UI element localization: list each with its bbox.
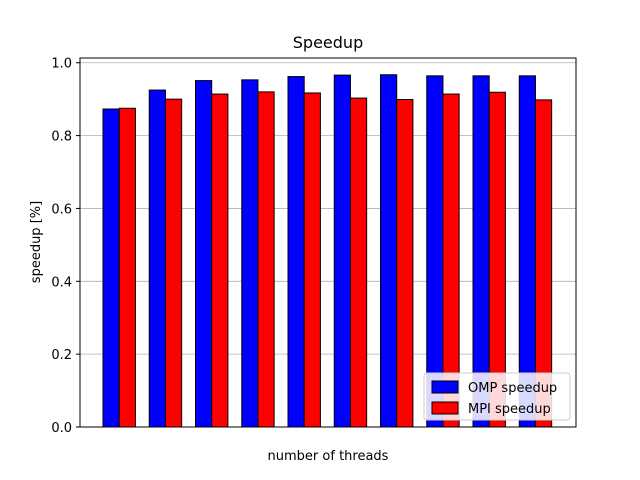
- bar-omp-6: [333, 74, 351, 428]
- legend-box: [423, 372, 571, 421]
- y-axis-label: speedup [%]: [29, 201, 44, 283]
- bar-mpi-4: [257, 91, 275, 428]
- bar-mpi-2: [164, 98, 183, 428]
- bar-mpi-6: [349, 97, 368, 428]
- legend: OMP speedup MPI speedup: [423, 372, 571, 421]
- bar-omp-5: [287, 76, 305, 428]
- bar-omp-3: [195, 80, 213, 428]
- bar-mpi-3: [211, 93, 229, 428]
- bar-mpi-7: [396, 99, 414, 428]
- bar-mpi-5: [303, 92, 321, 428]
- y-tick-label: 0.6: [51, 202, 72, 217]
- y-tick-label: 0.8: [51, 130, 72, 145]
- bar-mpi-1: [118, 107, 136, 428]
- bar-omp-4: [241, 79, 259, 428]
- bar-omp-1: [102, 108, 120, 428]
- chart-title: Speedup: [293, 33, 363, 52]
- y-tick-label: 0.2: [51, 348, 72, 363]
- bars: [102, 74, 553, 428]
- plot-area-frame: [79, 57, 577, 428]
- legend-label-omp: OMP speedup: [468, 381, 557, 396]
- y-tick-label: 0.0: [51, 421, 72, 436]
- bar-omp-2: [148, 89, 166, 428]
- y-tick-label: 1.0: [51, 57, 72, 72]
- legend-label-mpi: MPI speedup: [468, 402, 551, 417]
- bar-omp-7: [380, 74, 398, 428]
- x-axis-label: number of threads: [268, 449, 389, 464]
- legend-swatch-omp: [431, 380, 459, 394]
- legend-swatch-mpi: [431, 401, 459, 415]
- y-axis: 0.0 0.2 0.4 0.6 0.8 1.0: [51, 57, 80, 436]
- y-tick-label: 0.4: [51, 275, 72, 290]
